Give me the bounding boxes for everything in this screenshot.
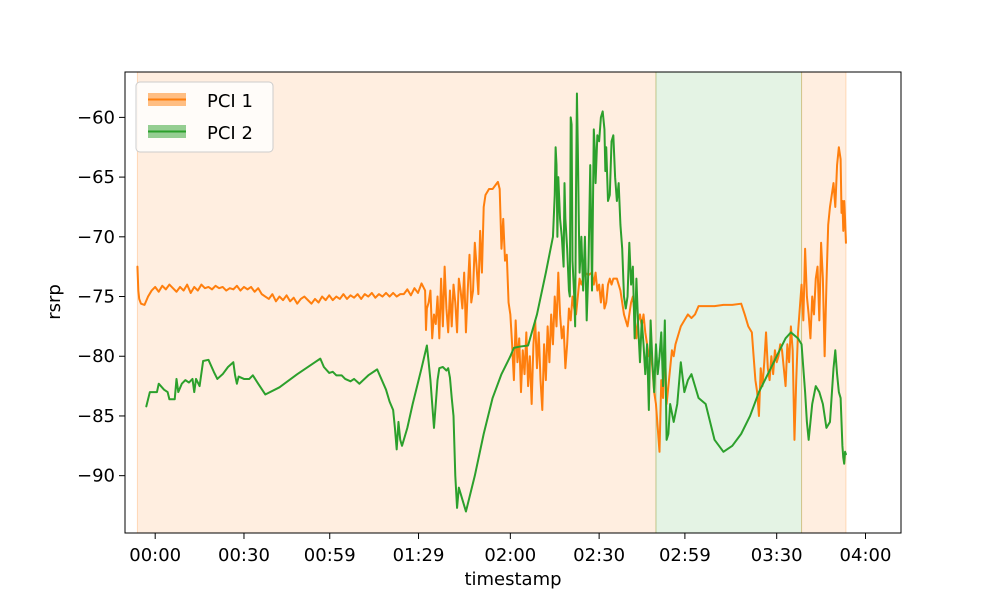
y-tick-label: −90 [77,466,115,487]
x-tick-label: 03:30 [751,545,803,566]
x-axis-label: timestamp [464,569,561,590]
shaded-region-2 [655,71,803,534]
legend-label-pci-2: PCI 2 [207,123,253,144]
x-tick-label: 02:59 [659,545,711,566]
x-tick-label: 00:30 [218,545,270,566]
x-tick-label: 00:00 [129,545,181,566]
y-tick-label: −70 [77,227,115,248]
plot-frame [124,71,902,534]
x-tick-label: 02:30 [573,545,625,566]
y-tick-label: −75 [77,287,115,308]
y-axis-label: rsrp [44,284,65,320]
legend: PCI 1 PCI 2 [135,81,274,153]
x-tick-label: 00:59 [304,545,356,566]
legend-label-pci-1: PCI 1 [207,91,253,112]
y-tick-label: −80 [77,346,115,367]
x-tick-label: 04:00 [840,545,892,566]
y-tick-label: −65 [77,167,115,188]
x-tick-label: 01:29 [393,545,445,566]
y-tick-label: −85 [77,406,115,427]
x-axis: 00:00 00:30 00:59 01:29 02:00 02:30 02:59 03:30… [129,533,891,566]
x-tick-label: 02:00 [484,545,536,566]
y-tick-label: −60 [77,107,115,128]
series-line-pci-2 [145,92,847,513]
series-lines [136,92,847,513]
y-axis: −60 −65 −70 −75 −80 −85 −90 [77,107,125,487]
